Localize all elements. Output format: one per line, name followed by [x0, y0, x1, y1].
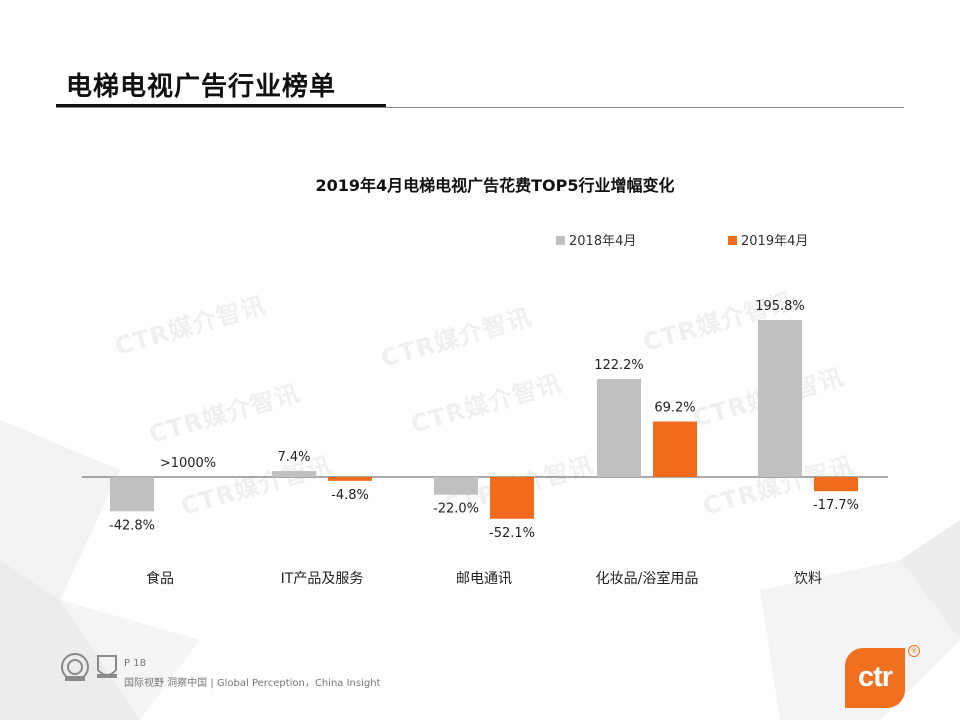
footer: P 18 国际视野 洞察中国 | Global Perception，China… [124, 654, 380, 694]
category-label-2: 邮电通讯 [456, 571, 512, 587]
bar-2019-4 [814, 477, 858, 492]
bar-2019-1 [328, 477, 372, 481]
bar-2018-4 [758, 320, 802, 477]
certification-badges [60, 652, 120, 682]
category-label-4: 饮料 [794, 571, 822, 587]
data-label-2018-2: -22.0% [433, 502, 479, 517]
category-label-1: IT产品及服务 [281, 571, 364, 587]
data-label-2019-4: -17.7% [813, 498, 859, 513]
legend-label-2019: 2019年4月 [741, 234, 809, 249]
data-label-2018-1: 7.4% [277, 450, 310, 465]
legend-label-2018: 2018年4月 [569, 234, 637, 249]
registered-mark-icon: ® [908, 645, 920, 657]
category-label-0: 食品 [146, 570, 174, 587]
legend-item-2018: 2018年4月 [556, 230, 636, 249]
bar-2019-2 [490, 477, 534, 519]
sgs-badge-icon [61, 653, 89, 681]
title-divider [56, 107, 904, 108]
title-accent-bar [56, 104, 386, 108]
data-label-2019-3: 69.2% [654, 401, 695, 416]
footer-slogan: 国际视野 洞察中国 | Global Perception，China Insi… [124, 678, 381, 689]
data-label-2019-2: -52.1% [489, 526, 535, 541]
chart-title: 2019年4月电梯电视广告花费TOP5行业增幅变化 [315, 176, 675, 195]
bar-2018-1 [272, 471, 316, 477]
page-title: 电梯电视广告行业榜单 [66, 72, 337, 102]
bar-2018-3 [597, 379, 641, 477]
legend-item-2019: 2019年4月 [728, 230, 808, 249]
legend-swatch-2018 [556, 236, 565, 245]
bar-2018-0 [110, 477, 154, 512]
bar-2019-3 [653, 421, 697, 477]
legend-swatch-2019 [728, 236, 737, 245]
ctr-logo: ctr [845, 648, 905, 708]
data-label-2019-0: >1000% [160, 456, 216, 471]
data-label-2019-1: -4.8% [331, 488, 369, 503]
page-number: P 18 [124, 658, 146, 669]
bar-2018-2 [434, 477, 478, 495]
ukas-badge-icon [97, 655, 117, 678]
data-label-2018-0: -42.8% [109, 518, 155, 533]
data-label-2018-4: 195.8% [755, 299, 805, 314]
category-label-3: 化妆品/浴室用品 [596, 570, 699, 587]
data-label-2018-3: 122.2% [594, 358, 644, 373]
